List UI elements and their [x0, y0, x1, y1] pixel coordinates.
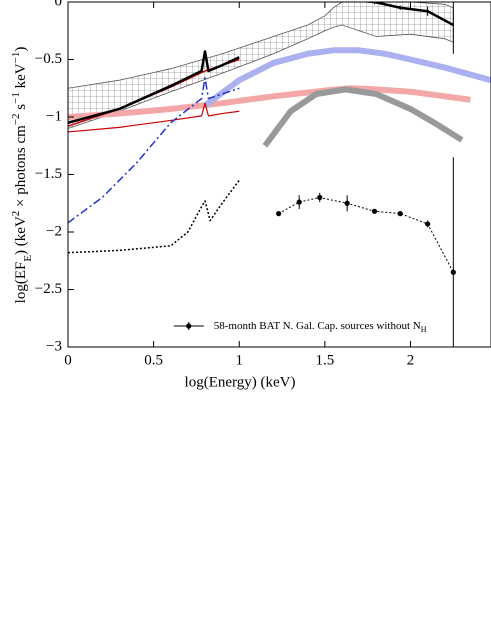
- series-line: [68, 102, 240, 133]
- y-tick-label: −3: [46, 338, 62, 354]
- axes-frame: [67, 1, 491, 348]
- y-label-part: −2: [10, 113, 22, 125]
- y-tick-label: −2: [46, 223, 62, 239]
- series-line: [68, 179, 240, 254]
- plot-area: [68, 2, 491, 347]
- y-tick-label: 0: [55, 0, 63, 9]
- point: [296, 199, 302, 205]
- y-tick-label: −2.5: [35, 281, 62, 297]
- legend-label: 58-month BAT N. Gal. Cap. sources withou…: [214, 320, 427, 335]
- y-axis-label: log(EFE) (keV2 × photons cm−2 s−1 keV−1): [10, 47, 34, 304]
- point: [276, 211, 282, 217]
- band-area: [68, 2, 454, 129]
- y-label-part: −1: [10, 92, 22, 104]
- y-label-part: ): [13, 47, 29, 52]
- series-line: [262, 86, 464, 148]
- x-tick-label: 1: [236, 352, 244, 368]
- x-tick-label: 0.5: [144, 352, 163, 368]
- y-label-part: s: [13, 104, 29, 114]
- x-axis-label: log(Energy) (keV): [185, 374, 296, 390]
- series-line: [68, 77, 240, 224]
- point: [450, 269, 456, 275]
- legend-text: 58-month BAT N. Gal. Cap. sources withou…: [214, 320, 421, 332]
- y-tick-label: −1: [46, 108, 62, 124]
- y-tick-label: −0.5: [35, 51, 62, 67]
- legend-sub: H: [421, 325, 427, 334]
- point: [317, 194, 323, 201]
- x-tick-label: 0: [64, 352, 72, 368]
- point: [344, 200, 350, 206]
- y-label-part: keV: [13, 63, 29, 92]
- point: [397, 211, 403, 217]
- y-label-part: −1: [10, 52, 22, 64]
- y-label-part: E: [22, 255, 34, 262]
- y-label-part: 2: [10, 211, 22, 217]
- point: [371, 208, 378, 214]
- y-label-part: ) (keV: [13, 216, 29, 255]
- series-line: [278, 197, 454, 273]
- x-tick-label: 2: [407, 352, 415, 368]
- y-tick-label: −1.5: [35, 166, 62, 182]
- y-label-part: log(EF: [13, 262, 29, 304]
- y-label-part: × photons cm: [13, 125, 29, 211]
- series-line: [68, 50, 240, 124]
- point: [425, 221, 431, 227]
- series-line: [203, 47, 491, 108]
- x-tick-label: 1.5: [316, 352, 335, 368]
